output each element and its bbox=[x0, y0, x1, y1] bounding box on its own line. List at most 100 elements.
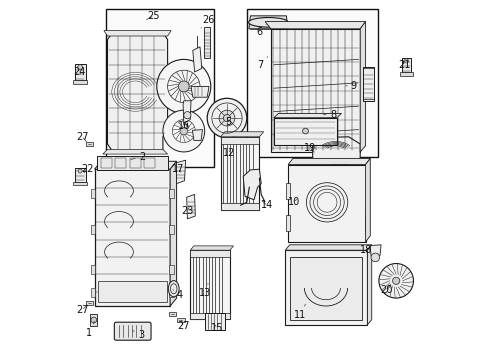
Text: 6: 6 bbox=[256, 24, 267, 37]
Bar bbox=[130, 158, 141, 168]
Bar bbox=[170, 288, 174, 297]
Text: 7: 7 bbox=[257, 57, 268, 70]
Polygon shape bbox=[193, 130, 202, 140]
Polygon shape bbox=[74, 168, 86, 182]
Polygon shape bbox=[107, 32, 168, 151]
Polygon shape bbox=[220, 132, 264, 137]
Text: 3: 3 bbox=[133, 330, 145, 340]
Bar bbox=[91, 189, 95, 198]
Bar bbox=[98, 156, 168, 170]
Text: 22: 22 bbox=[81, 164, 94, 174]
Circle shape bbox=[163, 110, 205, 152]
Polygon shape bbox=[370, 245, 381, 256]
Bar bbox=[169, 312, 176, 316]
Bar bbox=[220, 137, 259, 144]
Polygon shape bbox=[191, 86, 209, 97]
Polygon shape bbox=[74, 64, 86, 80]
Polygon shape bbox=[103, 149, 168, 154]
Text: 9: 9 bbox=[346, 81, 356, 91]
Bar bbox=[86, 142, 93, 146]
Text: 26: 26 bbox=[201, 15, 215, 28]
Bar bbox=[286, 183, 290, 199]
Circle shape bbox=[207, 98, 247, 138]
Text: 25: 25 bbox=[147, 11, 159, 21]
Bar bbox=[170, 265, 174, 274]
Circle shape bbox=[303, 128, 308, 134]
Polygon shape bbox=[95, 161, 176, 169]
Bar bbox=[220, 137, 259, 210]
Bar bbox=[288, 165, 366, 242]
Bar bbox=[204, 27, 210, 58]
Text: 1: 1 bbox=[86, 321, 95, 338]
Text: 2: 2 bbox=[131, 152, 146, 162]
Circle shape bbox=[78, 169, 82, 173]
Bar bbox=[274, 118, 337, 145]
Bar bbox=[101, 158, 112, 168]
Polygon shape bbox=[313, 137, 360, 166]
Polygon shape bbox=[368, 245, 372, 325]
Bar bbox=[286, 215, 290, 231]
Circle shape bbox=[91, 317, 97, 323]
Text: 24: 24 bbox=[73, 67, 86, 77]
Bar bbox=[190, 250, 230, 319]
Polygon shape bbox=[73, 80, 87, 84]
Bar bbox=[144, 158, 155, 168]
Text: 17: 17 bbox=[172, 164, 185, 174]
Bar bbox=[220, 203, 259, 210]
Circle shape bbox=[223, 114, 231, 122]
Bar bbox=[363, 67, 374, 101]
Polygon shape bbox=[183, 101, 191, 123]
Text: 14: 14 bbox=[261, 200, 273, 210]
Circle shape bbox=[77, 65, 83, 70]
Text: 21: 21 bbox=[398, 60, 410, 70]
Bar bbox=[95, 169, 170, 306]
Text: 27: 27 bbox=[76, 305, 89, 315]
Circle shape bbox=[180, 127, 188, 135]
Circle shape bbox=[184, 112, 191, 119]
Polygon shape bbox=[360, 22, 366, 152]
Bar bbox=[365, 215, 368, 231]
Bar bbox=[91, 288, 95, 297]
Bar bbox=[177, 318, 185, 322]
Bar bbox=[91, 265, 95, 274]
Polygon shape bbox=[170, 161, 176, 306]
Circle shape bbox=[371, 253, 380, 262]
Bar bbox=[170, 225, 174, 234]
Bar bbox=[106, 9, 215, 167]
FancyBboxPatch shape bbox=[114, 322, 151, 340]
Polygon shape bbox=[190, 246, 233, 250]
Text: 16: 16 bbox=[178, 121, 190, 131]
Circle shape bbox=[219, 110, 235, 126]
Bar bbox=[98, 281, 167, 302]
Polygon shape bbox=[73, 182, 87, 185]
Polygon shape bbox=[285, 245, 372, 250]
Polygon shape bbox=[265, 22, 366, 29]
Text: 5: 5 bbox=[226, 117, 232, 127]
Text: 4: 4 bbox=[173, 290, 183, 300]
Polygon shape bbox=[193, 47, 202, 72]
Text: 19: 19 bbox=[304, 143, 316, 153]
Text: 11: 11 bbox=[294, 304, 306, 320]
Polygon shape bbox=[400, 72, 413, 76]
Bar bbox=[91, 225, 95, 234]
Polygon shape bbox=[285, 250, 368, 325]
Ellipse shape bbox=[248, 18, 288, 27]
Polygon shape bbox=[104, 31, 171, 36]
Polygon shape bbox=[274, 113, 342, 118]
Text: 15: 15 bbox=[211, 323, 223, 333]
Polygon shape bbox=[271, 29, 360, 152]
Text: 23: 23 bbox=[181, 206, 194, 216]
Text: 20: 20 bbox=[380, 285, 392, 295]
Text: 18: 18 bbox=[360, 245, 372, 255]
Text: 27: 27 bbox=[76, 132, 89, 142]
Circle shape bbox=[392, 277, 400, 284]
Polygon shape bbox=[366, 158, 370, 242]
Text: 12: 12 bbox=[222, 148, 235, 158]
Bar bbox=[205, 313, 225, 330]
Polygon shape bbox=[402, 58, 411, 72]
Text: 8: 8 bbox=[323, 110, 336, 120]
Bar bbox=[247, 9, 378, 157]
Bar bbox=[170, 189, 174, 198]
Bar bbox=[290, 257, 362, 320]
Bar bbox=[190, 313, 230, 319]
